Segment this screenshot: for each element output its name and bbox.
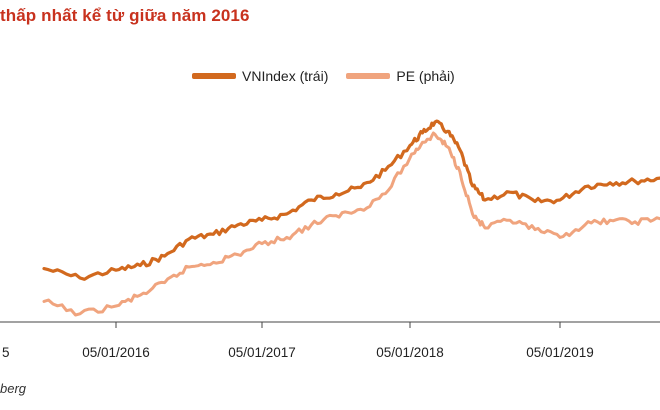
- legend-label-vnindex: VNIndex (trái): [242, 68, 329, 84]
- x-axis-ticks: 5 05/01/2016 05/01/2017 05/01/2018 05/01/201…: [2, 322, 594, 360]
- legend-item-vnindex: VNIndex (trái): [192, 68, 328, 84]
- legend-swatch-pe: [346, 73, 391, 79]
- x-tick-label: 05/01/2018: [376, 345, 444, 360]
- x-tick-label: 05/01/2017: [228, 345, 296, 360]
- x-tick-label: 05/01/2016: [82, 345, 150, 360]
- legend-label-pe: PE (phải): [396, 68, 455, 84]
- chart-legend: VNIndex (trái) PE (phải): [192, 68, 455, 84]
- series-line-vnindex: [42, 119, 660, 281]
- legend-item-pe: PE (phải): [346, 68, 455, 84]
- series-lines: [42, 119, 660, 317]
- legend-swatch-vnindex: [192, 73, 236, 79]
- source-note: berg: [0, 381, 27, 396]
- chart-title: thấp nhất kể từ giữa năm 2016: [0, 6, 250, 25]
- series-line-pe: [42, 131, 660, 317]
- x-tick-label: 5: [2, 345, 10, 360]
- x-tick-label: 05/01/2019: [526, 345, 594, 360]
